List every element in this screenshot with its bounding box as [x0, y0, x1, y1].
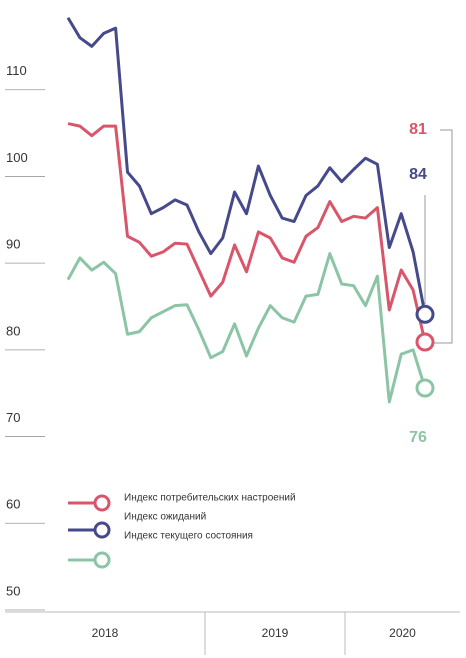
legend-marker	[93, 551, 111, 569]
bracket	[434, 129, 453, 344]
y-tick-label: 100	[6, 150, 28, 165]
end-marker	[415, 304, 435, 324]
legend-marker	[93, 494, 111, 512]
x-group-label: 2020	[389, 626, 416, 640]
y-tick-label: 70	[6, 410, 20, 425]
series-line	[66, 16, 427, 315]
end-marker	[415, 378, 435, 398]
y-tick-label: 90	[6, 237, 20, 252]
y-tick-label: 110	[6, 63, 27, 78]
y-tick-label: 60	[6, 497, 20, 512]
value-label: 76	[409, 429, 427, 446]
legend-marker	[93, 521, 111, 539]
legend-label: Индекс текущего состояния	[124, 531, 253, 542]
y-tick-label: 80	[6, 323, 20, 338]
value-label: 84	[409, 166, 427, 183]
value-label: 81	[409, 121, 427, 138]
legend-label: Индекс потребительских настроений	[124, 492, 296, 504]
x-group-label: 2018	[92, 626, 119, 640]
y-tick-label: 50	[6, 583, 20, 598]
series-line	[66, 252, 427, 404]
series-line	[67, 122, 427, 343]
end-marker	[415, 332, 435, 352]
legend-label: Индекс ожиданий	[124, 512, 206, 523]
x-group-label: 2019	[262, 626, 289, 640]
